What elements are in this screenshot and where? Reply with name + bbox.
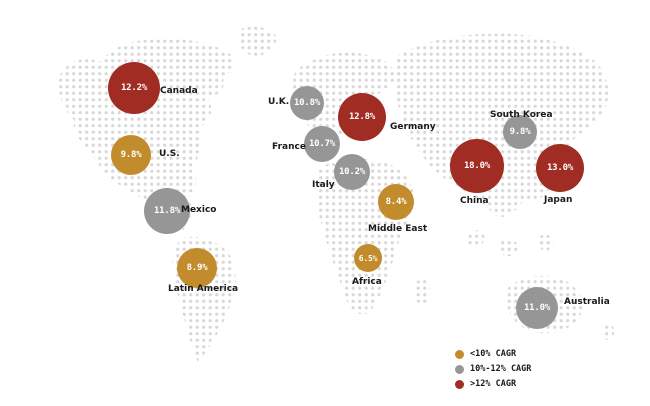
label-middle-east: Middle East (368, 224, 428, 234)
bubble-value: 10.8% (293, 98, 321, 108)
label-latin-america: Latin America (168, 284, 239, 294)
bubble-value: 9.8% (509, 127, 531, 137)
legend-row-low: <10% CAGR (455, 349, 531, 359)
bubble-canada: 12.2% (108, 62, 160, 114)
bubble-mexico: 11.8% (144, 188, 190, 234)
legend-dot-mid-icon (455, 364, 464, 374)
label-canada: Canada (160, 86, 198, 96)
bubble-value: 10.2% (338, 167, 366, 177)
bubble-italy: 10.2% (334, 154, 370, 190)
bubble-uk: 10.8% (290, 86, 324, 120)
legend-dot-high-icon (455, 379, 464, 389)
label-africa: Africa (352, 277, 382, 287)
label-france: France (272, 142, 306, 152)
bubble-us: 9.8% (111, 135, 151, 175)
legend-row-high: >12% CAGR (455, 379, 531, 389)
label-us: U.S. (159, 149, 180, 159)
legend-label-mid: 10%-12% CAGR (470, 364, 532, 374)
bubble-value: 8.4% (385, 197, 407, 207)
bubble-value: 9.8% (120, 150, 142, 160)
bubble-value: 11.0% (523, 303, 551, 313)
bubble-germany: 12.8% (338, 93, 386, 141)
label-germany: Germany (390, 122, 436, 132)
label-uk: U.K. (268, 97, 290, 107)
bubble-middle-east: 8.4% (378, 184, 414, 220)
label-china: China (460, 196, 489, 206)
bubble-value: 8.9% (186, 263, 208, 273)
label-mexico: Mexico (181, 205, 217, 215)
label-italy: Italy (312, 180, 335, 190)
bubble-japan: 13.0% (536, 144, 584, 192)
legend-label-low: <10% CAGR (470, 349, 517, 359)
label-australia: Australia (564, 297, 610, 307)
bubble-value: 11.8% (153, 206, 181, 216)
bubble-value: 18.0% (463, 161, 491, 171)
bubble-france: 10.7% (304, 126, 340, 162)
label-south-korea: South Korea (490, 110, 553, 120)
bubble-south-korea: 9.8% (503, 115, 537, 149)
bubble-china: 18.0% (450, 139, 504, 193)
legend: <10% CAGR 10%-12% CAGR >12% CAGR (455, 349, 531, 389)
bubble-value: 12.2% (120, 83, 148, 93)
legend-dot-low-icon (455, 349, 464, 359)
bubble-africa: 6.5% (354, 244, 382, 272)
bubble-value: 6.5% (358, 253, 378, 263)
bubble-value: 10.7% (308, 139, 336, 149)
bubble-value: 13.0% (546, 163, 574, 173)
bubble-value: 12.8% (348, 112, 376, 122)
label-japan: Japan (544, 195, 573, 205)
bubble-latin-america: 8.9% (177, 248, 217, 288)
legend-label-high: >12% CAGR (470, 379, 517, 389)
legend-row-mid: 10%-12% CAGR (455, 364, 531, 374)
bubble-australia: 11.0% (516, 287, 558, 329)
